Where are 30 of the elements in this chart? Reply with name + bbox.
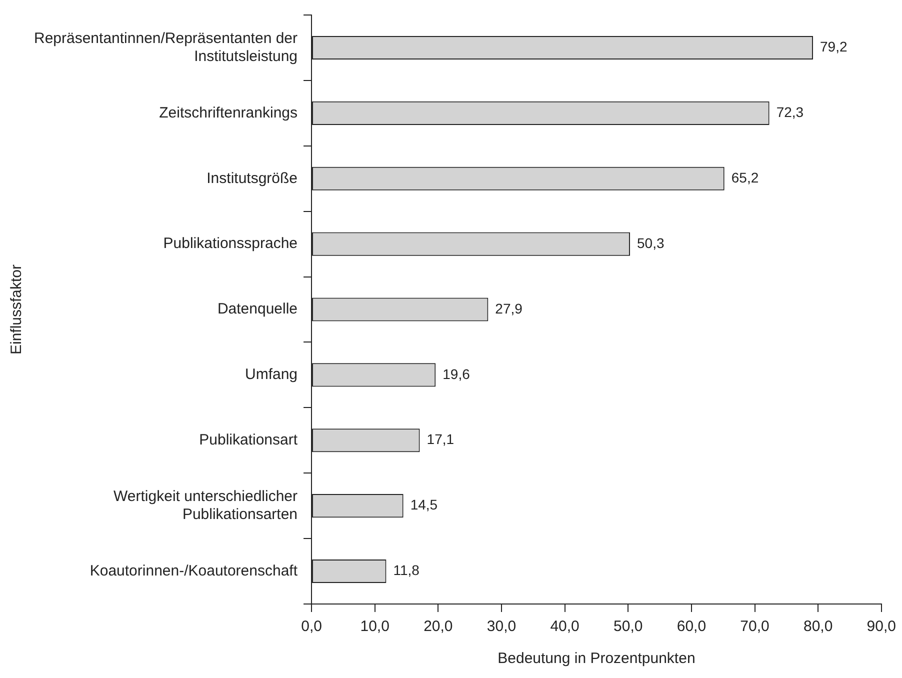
x-axis-title: Bedeutung in Prozentpunkten: [498, 650, 696, 668]
y-tick-label: Datenquelle: [217, 300, 298, 318]
data-label: 11,8: [393, 562, 420, 578]
x-tick-label: 20,0: [424, 618, 453, 636]
x-tick-label: 50,0: [614, 618, 643, 636]
x-tick-label: 60,0: [676, 618, 706, 636]
x-tick-label: 80,0: [803, 618, 833, 636]
data-label: 79,2: [820, 38, 848, 55]
x-tick-label: 30,0: [486, 618, 516, 636]
data-label: 65,2: [731, 169, 759, 186]
x-tick-label: 0,0: [301, 618, 322, 636]
y-tick-label: Koautorinnen-/Koautorenschaft: [90, 562, 298, 580]
x-tick-label: 10,0: [360, 618, 390, 636]
y-tick-label: Repräsentantinnen/Repräsentanten der Institutsleistung: [34, 30, 298, 65]
y-tick-label: Zeitschriftenrankings: [159, 104, 298, 122]
y-tick-label: Institutsgröße: [206, 170, 298, 187]
data-label: 14,5: [410, 496, 438, 513]
x-tick-label: 90,0: [866, 618, 896, 636]
data-label: 19,6: [442, 366, 470, 382]
x-tick-label: 40,0: [550, 618, 580, 636]
data-label: 72,3: [776, 104, 804, 120]
data-label: 50,3: [637, 234, 664, 251]
y-axis-title: Einflussfaktor: [8, 264, 26, 355]
data-label: 27,9: [495, 300, 523, 316]
y-tick-label: Umfang: [244, 366, 298, 384]
x-tick-label: 70,0: [740, 618, 770, 636]
y-tick-label: Publikationssprache: [163, 235, 298, 252]
data-label: 17,1: [426, 431, 454, 448]
y-tick-label: Wertigkeit unterschiedlicher Publikationsarten: [114, 488, 298, 523]
y-tick-label: Publikationsart: [199, 432, 298, 449]
